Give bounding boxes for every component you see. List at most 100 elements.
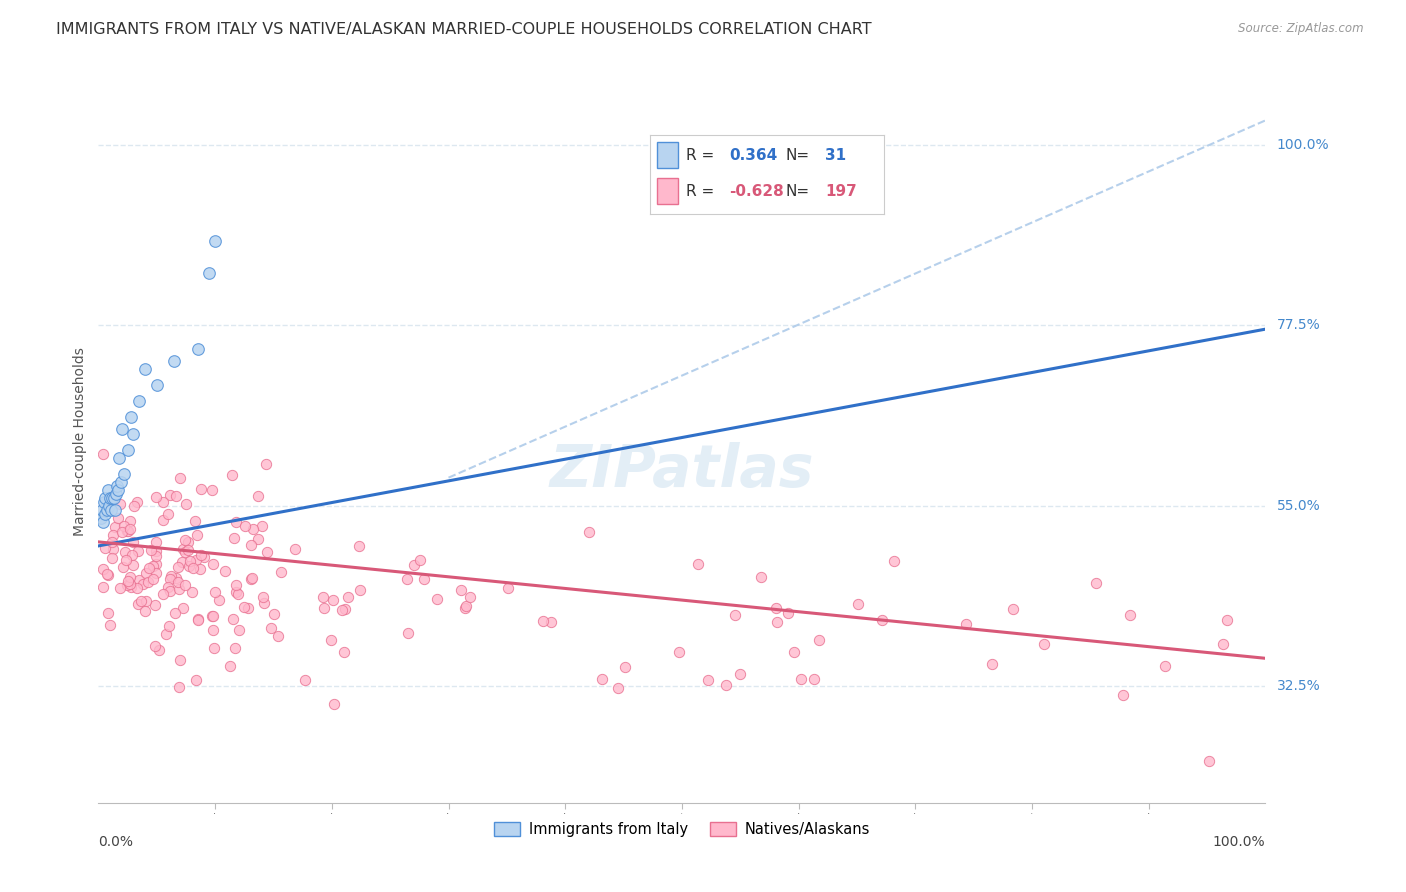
Point [349, 539, 371, 553]
Point [127, 597, 149, 611]
Point [157, 507, 180, 521]
Point [260, 622, 283, 636]
Point [134, 362, 156, 376]
Point [145, 535, 167, 549]
Point [177, 558, 200, 573]
Point [531, 614, 554, 628]
Point [138, 561, 160, 575]
Point [591, 672, 613, 686]
Point [98, 491, 121, 505]
Point [181, 561, 204, 575]
Point [201, 609, 224, 624]
Point [337, 590, 360, 604]
Point [143, 639, 166, 653]
Point [103, 491, 125, 505]
Point [121, 558, 143, 572]
Point [163, 606, 186, 620]
Text: N=: N= [786, 148, 810, 163]
Point [1032, 637, 1054, 651]
Point [176, 534, 198, 549]
Point [728, 666, 751, 681]
Point [114, 545, 136, 559]
Point [107, 511, 129, 525]
Point [765, 600, 787, 615]
Point [111, 423, 134, 437]
Point [104, 487, 127, 501]
Point [409, 553, 432, 567]
Point [122, 426, 145, 441]
FancyBboxPatch shape [657, 178, 678, 204]
FancyBboxPatch shape [657, 143, 678, 169]
Point [94, 507, 117, 521]
Point [155, 627, 177, 641]
Point [222, 612, 245, 626]
Point [117, 524, 139, 538]
Point [696, 673, 718, 688]
Point [412, 572, 434, 586]
Point [330, 602, 353, 616]
Point [110, 497, 132, 511]
Point [127, 544, 149, 558]
Point [187, 614, 209, 628]
Point [117, 574, 139, 589]
Text: 77.5%: 77.5% [1277, 318, 1320, 332]
Point [103, 541, 125, 556]
Text: 32.5%: 32.5% [1277, 680, 1320, 693]
Point [1112, 688, 1135, 702]
Point [496, 581, 519, 595]
Text: 100.0%: 100.0% [1277, 137, 1329, 152]
Point [349, 582, 371, 597]
Point [121, 548, 143, 562]
Point [174, 533, 197, 547]
Point [614, 659, 637, 673]
Point [91, 447, 114, 461]
Point [246, 532, 269, 546]
Point [132, 577, 155, 591]
Point [221, 467, 243, 482]
Point [101, 550, 124, 565]
Point [250, 519, 273, 533]
Point [101, 528, 124, 542]
Point [883, 554, 905, 568]
Point [104, 503, 127, 517]
Point [159, 488, 181, 502]
Point [96, 567, 118, 582]
Point [219, 659, 242, 673]
Point [111, 525, 134, 540]
Point [1119, 607, 1142, 622]
Point [143, 599, 166, 613]
Point [167, 574, 190, 589]
Point [173, 545, 195, 559]
Point [187, 342, 209, 356]
Point [198, 266, 221, 280]
Text: IMMIGRANTS FROM ITALY VS NATIVE/ALASKAN MARRIED-COUPLE HOUSEHOLDS CORRELATION CH: IMMIGRANTS FROM ITALY VS NATIVE/ALASKAN … [56, 22, 872, 37]
Point [396, 625, 419, 640]
Point [152, 586, 174, 600]
Text: R =: R = [686, 148, 714, 163]
Text: N=: N= [786, 184, 810, 199]
Point [232, 600, 254, 615]
Point [120, 577, 142, 591]
Point [169, 471, 191, 485]
Point [101, 535, 124, 549]
Point [311, 591, 333, 605]
Point [454, 600, 477, 615]
Point [112, 519, 135, 533]
Point [240, 572, 263, 586]
Point [152, 513, 174, 527]
Point [749, 570, 772, 584]
Point [240, 571, 263, 585]
Point [872, 613, 894, 627]
Point [145, 490, 167, 504]
Text: R =: R = [686, 184, 714, 199]
Point [108, 581, 131, 595]
Point [233, 519, 256, 533]
Point [120, 410, 142, 425]
Point [225, 515, 247, 529]
Point [120, 522, 142, 536]
Point [169, 653, 191, 667]
Point [179, 554, 201, 568]
Point [146, 378, 169, 392]
Point [141, 572, 163, 586]
Point [186, 528, 208, 542]
